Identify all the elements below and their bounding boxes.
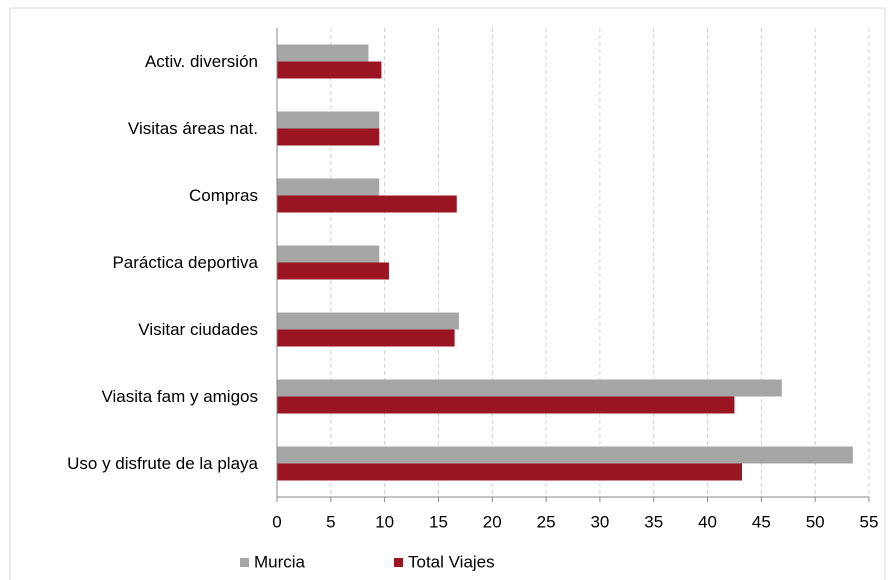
y-tick-label: Viasita fam y amigos xyxy=(101,386,258,406)
bar xyxy=(277,245,380,263)
bar xyxy=(277,463,742,481)
legend-swatch xyxy=(240,558,249,567)
y-tick-label: Uso y disfrute de la playa xyxy=(67,453,258,473)
bar xyxy=(277,312,459,330)
x-tick-label: 35 xyxy=(644,512,663,531)
bar xyxy=(277,446,853,464)
x-tick-label: 5 xyxy=(326,512,335,531)
bar xyxy=(277,329,455,347)
bar xyxy=(277,396,735,414)
legend-label: Total Viajes xyxy=(408,552,495,571)
x-tick-label: 20 xyxy=(483,512,502,531)
bar xyxy=(277,111,380,129)
bar xyxy=(277,61,382,79)
x-tick-label: 45 xyxy=(752,512,771,531)
bar xyxy=(277,128,380,146)
y-tick-label: Visitas áreas nat. xyxy=(127,118,258,138)
x-tick-label: 30 xyxy=(590,512,609,531)
y-tick-label: Compras xyxy=(189,185,258,205)
y-tick-label: Paráctica deportiva xyxy=(112,252,258,272)
bar xyxy=(277,44,369,62)
x-tick-label: 25 xyxy=(537,512,556,531)
x-tick-label: 15 xyxy=(429,512,448,531)
x-tick-label: 50 xyxy=(806,512,825,531)
legend-swatch xyxy=(394,558,403,567)
bar xyxy=(277,379,782,397)
chart-frame xyxy=(9,7,886,580)
bar xyxy=(277,195,457,213)
y-tick-label: Visitar ciudades xyxy=(138,319,258,339)
x-tick-label: 0 xyxy=(272,512,281,531)
y-tick-label: Activ. diversión xyxy=(144,51,258,71)
bar xyxy=(277,262,389,280)
x-tick-label: 10 xyxy=(375,512,394,531)
bar xyxy=(277,178,380,196)
x-tick-label: 55 xyxy=(860,512,879,531)
legend-label: Murcia xyxy=(254,552,306,571)
x-tick-label: 40 xyxy=(698,512,717,531)
